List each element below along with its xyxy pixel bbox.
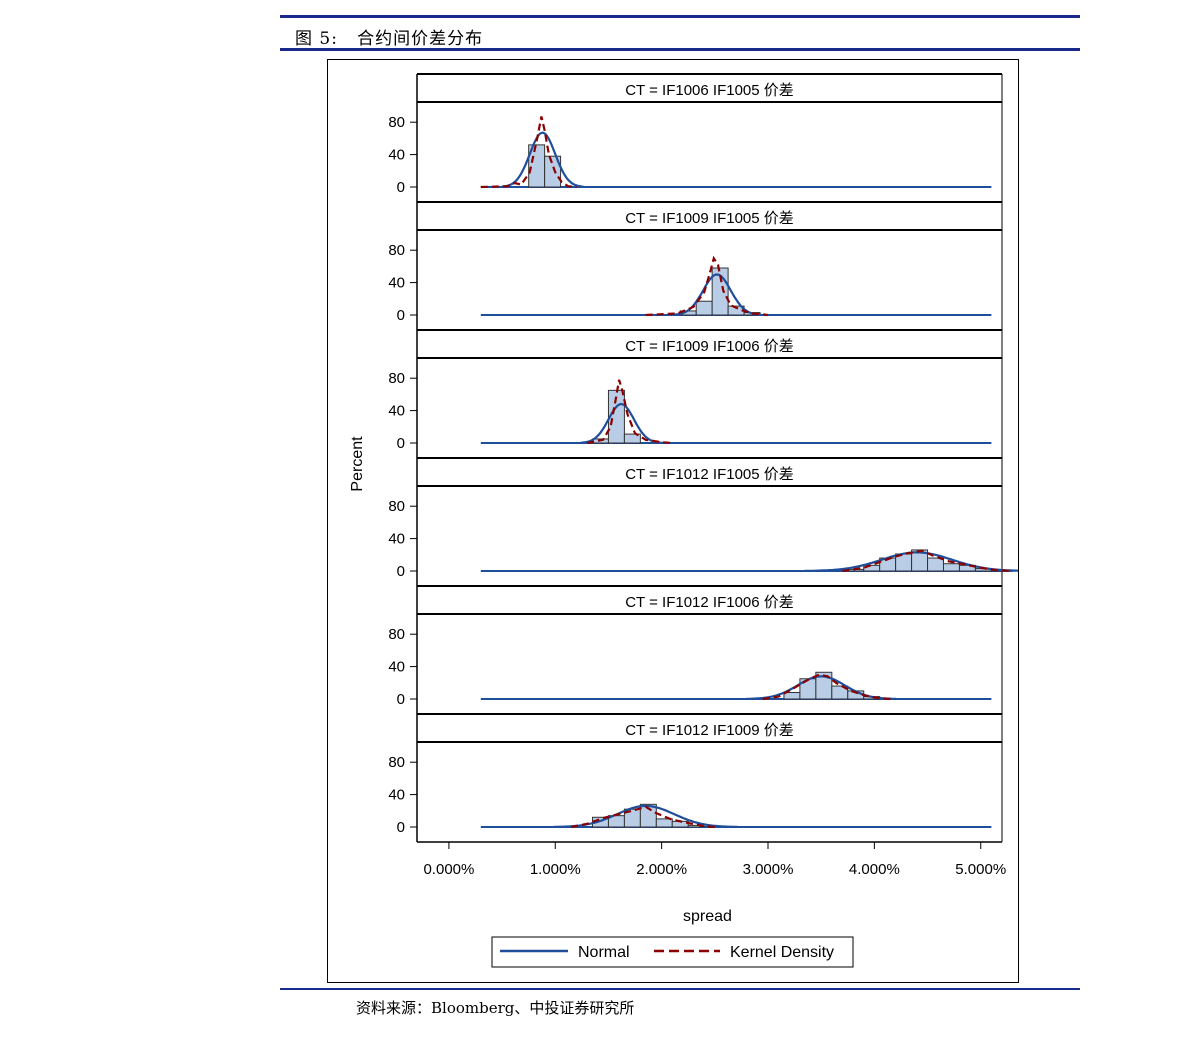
- x-tick-label: 4.000%: [849, 861, 900, 878]
- y-tick-label: 80: [388, 370, 405, 387]
- panel-title: CT = IF1012 IF1006 价差: [625, 594, 794, 611]
- legend-kernel-label: Kernel Density: [730, 944, 834, 961]
- histogram-bar: [544, 155, 562, 188]
- y-tick-label: 0: [397, 179, 405, 196]
- histogram-bar: [943, 563, 960, 572]
- normal-curve: [746, 675, 897, 700]
- y-tick-label: 40: [388, 147, 405, 164]
- histogram-panel-chart: CT = IF1006 IF1005 价差 0 40 80 CT = IF1009 IF…: [349, 73, 1018, 968]
- panel-title: CT = IF1012 IF1009 价差: [625, 722, 794, 739]
- panel-title: CT = IF1009 IF1005 价差: [625, 210, 794, 227]
- panel-title: CT = IF1006 IF1005 价差: [625, 82, 794, 99]
- y-tick-label: 80: [388, 626, 405, 643]
- normal-curve: [580, 402, 663, 444]
- y-tick-label: 0: [397, 563, 405, 580]
- legend-normal-label: Normal: [578, 944, 630, 961]
- y-tick-label: 80: [388, 242, 405, 259]
- kernel-density-curve: [645, 255, 769, 317]
- x-tick-label: 3.000%: [743, 861, 794, 878]
- histogram-bar: [687, 824, 705, 828]
- y-tick-label: 0: [397, 819, 405, 836]
- y-tick-label: 80: [388, 754, 405, 771]
- histogram-bar: [695, 300, 713, 316]
- histogram-bar: [655, 818, 673, 828]
- histogram-bar: [639, 803, 657, 828]
- footer-rule: [280, 988, 1080, 990]
- figure-title: 图 5: 合约间价差分布: [295, 29, 484, 49]
- y-axis-label: Percent: [349, 436, 366, 492]
- normal-curve: [501, 131, 584, 188]
- panel-title: CT = IF1012 IF1005 价差: [625, 466, 794, 483]
- y-tick-label: 40: [388, 531, 405, 548]
- kernel-density-curve: [762, 673, 891, 701]
- y-tick-label: 40: [388, 659, 405, 676]
- x-tick-label: 2.000%: [636, 861, 687, 878]
- y-tick-label: 80: [388, 114, 405, 131]
- x-tick-label: 1.000%: [530, 861, 581, 878]
- histogram-bar: [927, 557, 945, 572]
- source-note: 资料来源：Bloomberg、中投证券研究所: [356, 999, 635, 1017]
- kernel-density-curve: [480, 116, 577, 189]
- x-tick-label: 5.000%: [955, 861, 1006, 878]
- histogram-bar: [623, 433, 641, 444]
- y-tick-label: 40: [388, 275, 405, 292]
- chart-frame: CT = IF1006 IF1005 价差 0 40 80 CT = IF1009 IF…: [327, 59, 1019, 983]
- y-tick-label: 40: [388, 787, 405, 804]
- kernel-density-curve: [570, 805, 715, 829]
- y-tick-label: 80: [388, 498, 405, 515]
- panel-title: CT = IF1009 IF1006 价差: [625, 338, 794, 355]
- y-tick-label: 40: [388, 403, 405, 420]
- y-tick-label: 0: [397, 435, 405, 452]
- figure-title-bar: 图 5: 合约间价差分布: [280, 15, 1080, 51]
- kernel-density-curve: [586, 379, 673, 445]
- kernel-density-curve: [842, 549, 1013, 573]
- y-tick-label: 0: [397, 307, 405, 324]
- y-tick-label: 0: [397, 691, 405, 708]
- x-axis-label: spread: [683, 908, 732, 925]
- x-tick-label: 0.000%: [423, 861, 474, 878]
